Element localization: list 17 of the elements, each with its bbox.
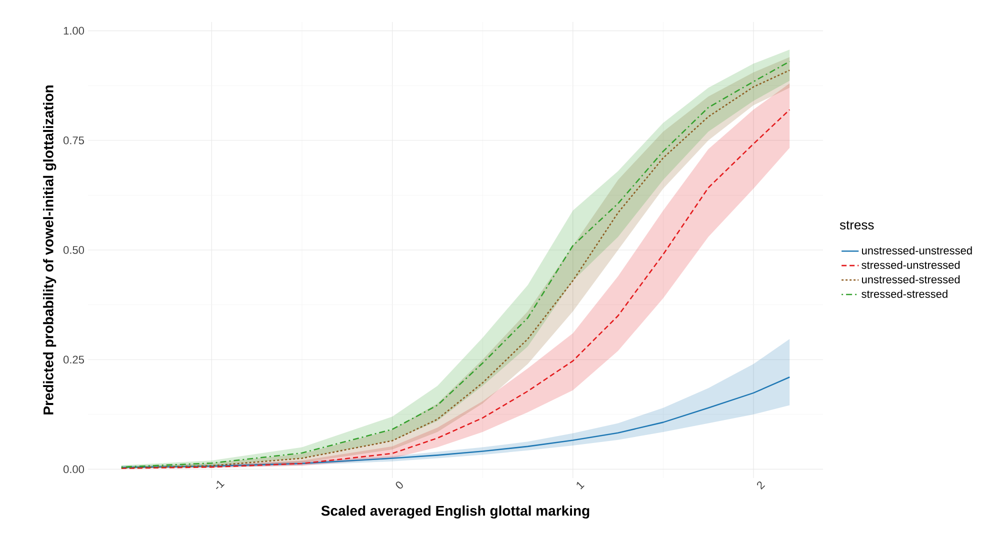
- line-series: [120, 376, 790, 468]
- legend-label: unstressed-stressed: [862, 275, 960, 284]
- y-tick-label: 1.00: [64, 26, 84, 35]
- legend-label: stressed-stressed: [862, 290, 948, 298]
- y-tick-label: 0.25: [63, 356, 84, 364]
- legend-label: stressed-unstressed: [862, 260, 960, 269]
- legend-title: stress: [840, 220, 874, 230]
- y-axis-title: Predicted probability of vowel-initial glottalization: [43, 86, 56, 414]
- x-tick-label: 1: [576, 482, 584, 490]
- x-axis-title: Scaled averaged English glottal marking: [321, 505, 590, 519]
- x-tick-label: 0: [396, 482, 403, 489]
- y-tick-label: 0.00: [63, 465, 84, 474]
- x-tick-label: -1: [216, 480, 225, 490]
- x-tick-label: 2: [757, 481, 766, 490]
- y-tick-label: 0.75: [63, 136, 84, 144]
- legend-label: unstressed-unstressed: [862, 246, 972, 254]
- y-tick-label: 0.50: [63, 246, 84, 254]
